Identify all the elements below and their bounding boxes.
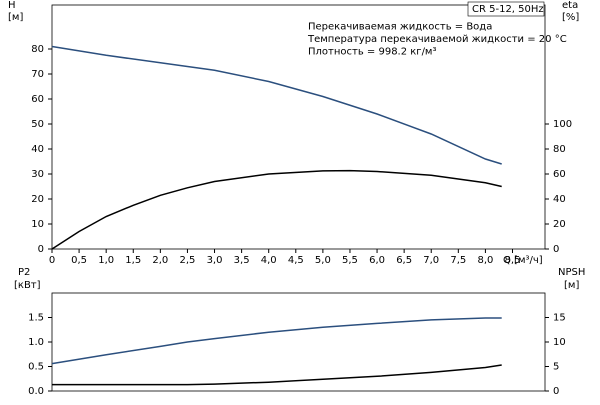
x-tick-label: 0,5: [71, 255, 87, 266]
plot-frame: [51, 292, 546, 392]
x-tick-label: 2,5: [179, 255, 195, 266]
y2-tick-label: 0: [553, 386, 559, 397]
x-tick-label: 3,0: [207, 255, 223, 266]
x-tick-label: 3,5: [234, 255, 250, 266]
y-axis-unit: [м]: [8, 12, 23, 23]
annotation-box: [467, 1, 545, 17]
y-axis-label: P2: [18, 267, 30, 278]
curve: [51, 317, 502, 365]
y-tick-label: 0: [38, 244, 44, 255]
y2-tick-label: 5: [553, 362, 559, 373]
y2-tick-label: 100: [553, 119, 572, 130]
x-tick-label: 6,5: [396, 255, 412, 266]
y-tick-label: 20: [31, 194, 44, 205]
x-tick-label: 6,0: [369, 255, 385, 266]
y2-tick-label: 60: [553, 169, 566, 180]
y-tick-label: 30: [31, 169, 44, 180]
x-tick-label: 8,5: [505, 255, 521, 266]
x-tick-label: 5,0: [315, 255, 331, 266]
curve: [52, 364, 502, 386]
y-tick-label: 40: [31, 144, 44, 155]
plot-frame: [51, 4, 546, 250]
y2-tick-label: 20: [553, 219, 566, 230]
y2-axis-unit: [%]: [562, 12, 579, 23]
x-tick-label: 5,5: [342, 255, 358, 266]
annotation: CR 5-12, 50Hz: [472, 4, 544, 15]
annotation: Плотность = 998.2 кг/м³: [308, 47, 437, 58]
y-tick-label: 0.5: [28, 362, 44, 373]
y-axis-label: H: [8, 0, 16, 11]
x-tick-label: 4,0: [261, 255, 277, 266]
y2-tick-label: 80: [553, 144, 566, 155]
y2-axis-label: eta: [562, 0, 578, 11]
x-tick-label: 2,0: [152, 255, 168, 266]
y-tick-label: 0.0: [28, 386, 44, 397]
y2-axis-unit: [м]: [564, 280, 579, 291]
annotation: Температура перекачиваемой жидкости = 20…: [307, 34, 567, 45]
y-tick-label: 60: [31, 94, 44, 105]
x-tick-label: 7,0: [423, 255, 439, 266]
y-tick-label: 10: [31, 219, 44, 230]
x-tick-label: 4,5: [288, 255, 304, 266]
curve: [51, 45, 502, 165]
annotation: Перекачиваемая жидкость = Вода: [308, 22, 492, 33]
x-tick-label: 1,0: [98, 255, 114, 266]
y2-tick-label: 15: [553, 313, 566, 324]
x-tick-label: 0: [49, 255, 55, 266]
y-tick-label: 70: [31, 69, 44, 80]
x-tick-label: 7,5: [450, 255, 466, 266]
y-tick-label: 50: [31, 119, 44, 130]
curve: [51, 169, 502, 250]
y2-tick-label: 40: [553, 194, 566, 205]
y-tick-label: 1.0: [28, 337, 44, 348]
x-axis-label: Q [м³/ч]: [503, 255, 543, 266]
x-tick-label: 1,5: [125, 255, 141, 266]
y-axis-unit: [кВт]: [14, 280, 41, 291]
y-tick-label: 1.5: [28, 313, 44, 324]
x-tick-label: 8,0: [477, 255, 493, 266]
y2-tick-label: 10: [553, 337, 566, 348]
y-tick-label: 80: [31, 44, 44, 55]
y2-axis-label: NPSH: [558, 267, 585, 278]
y2-tick-label: 0: [553, 244, 559, 255]
